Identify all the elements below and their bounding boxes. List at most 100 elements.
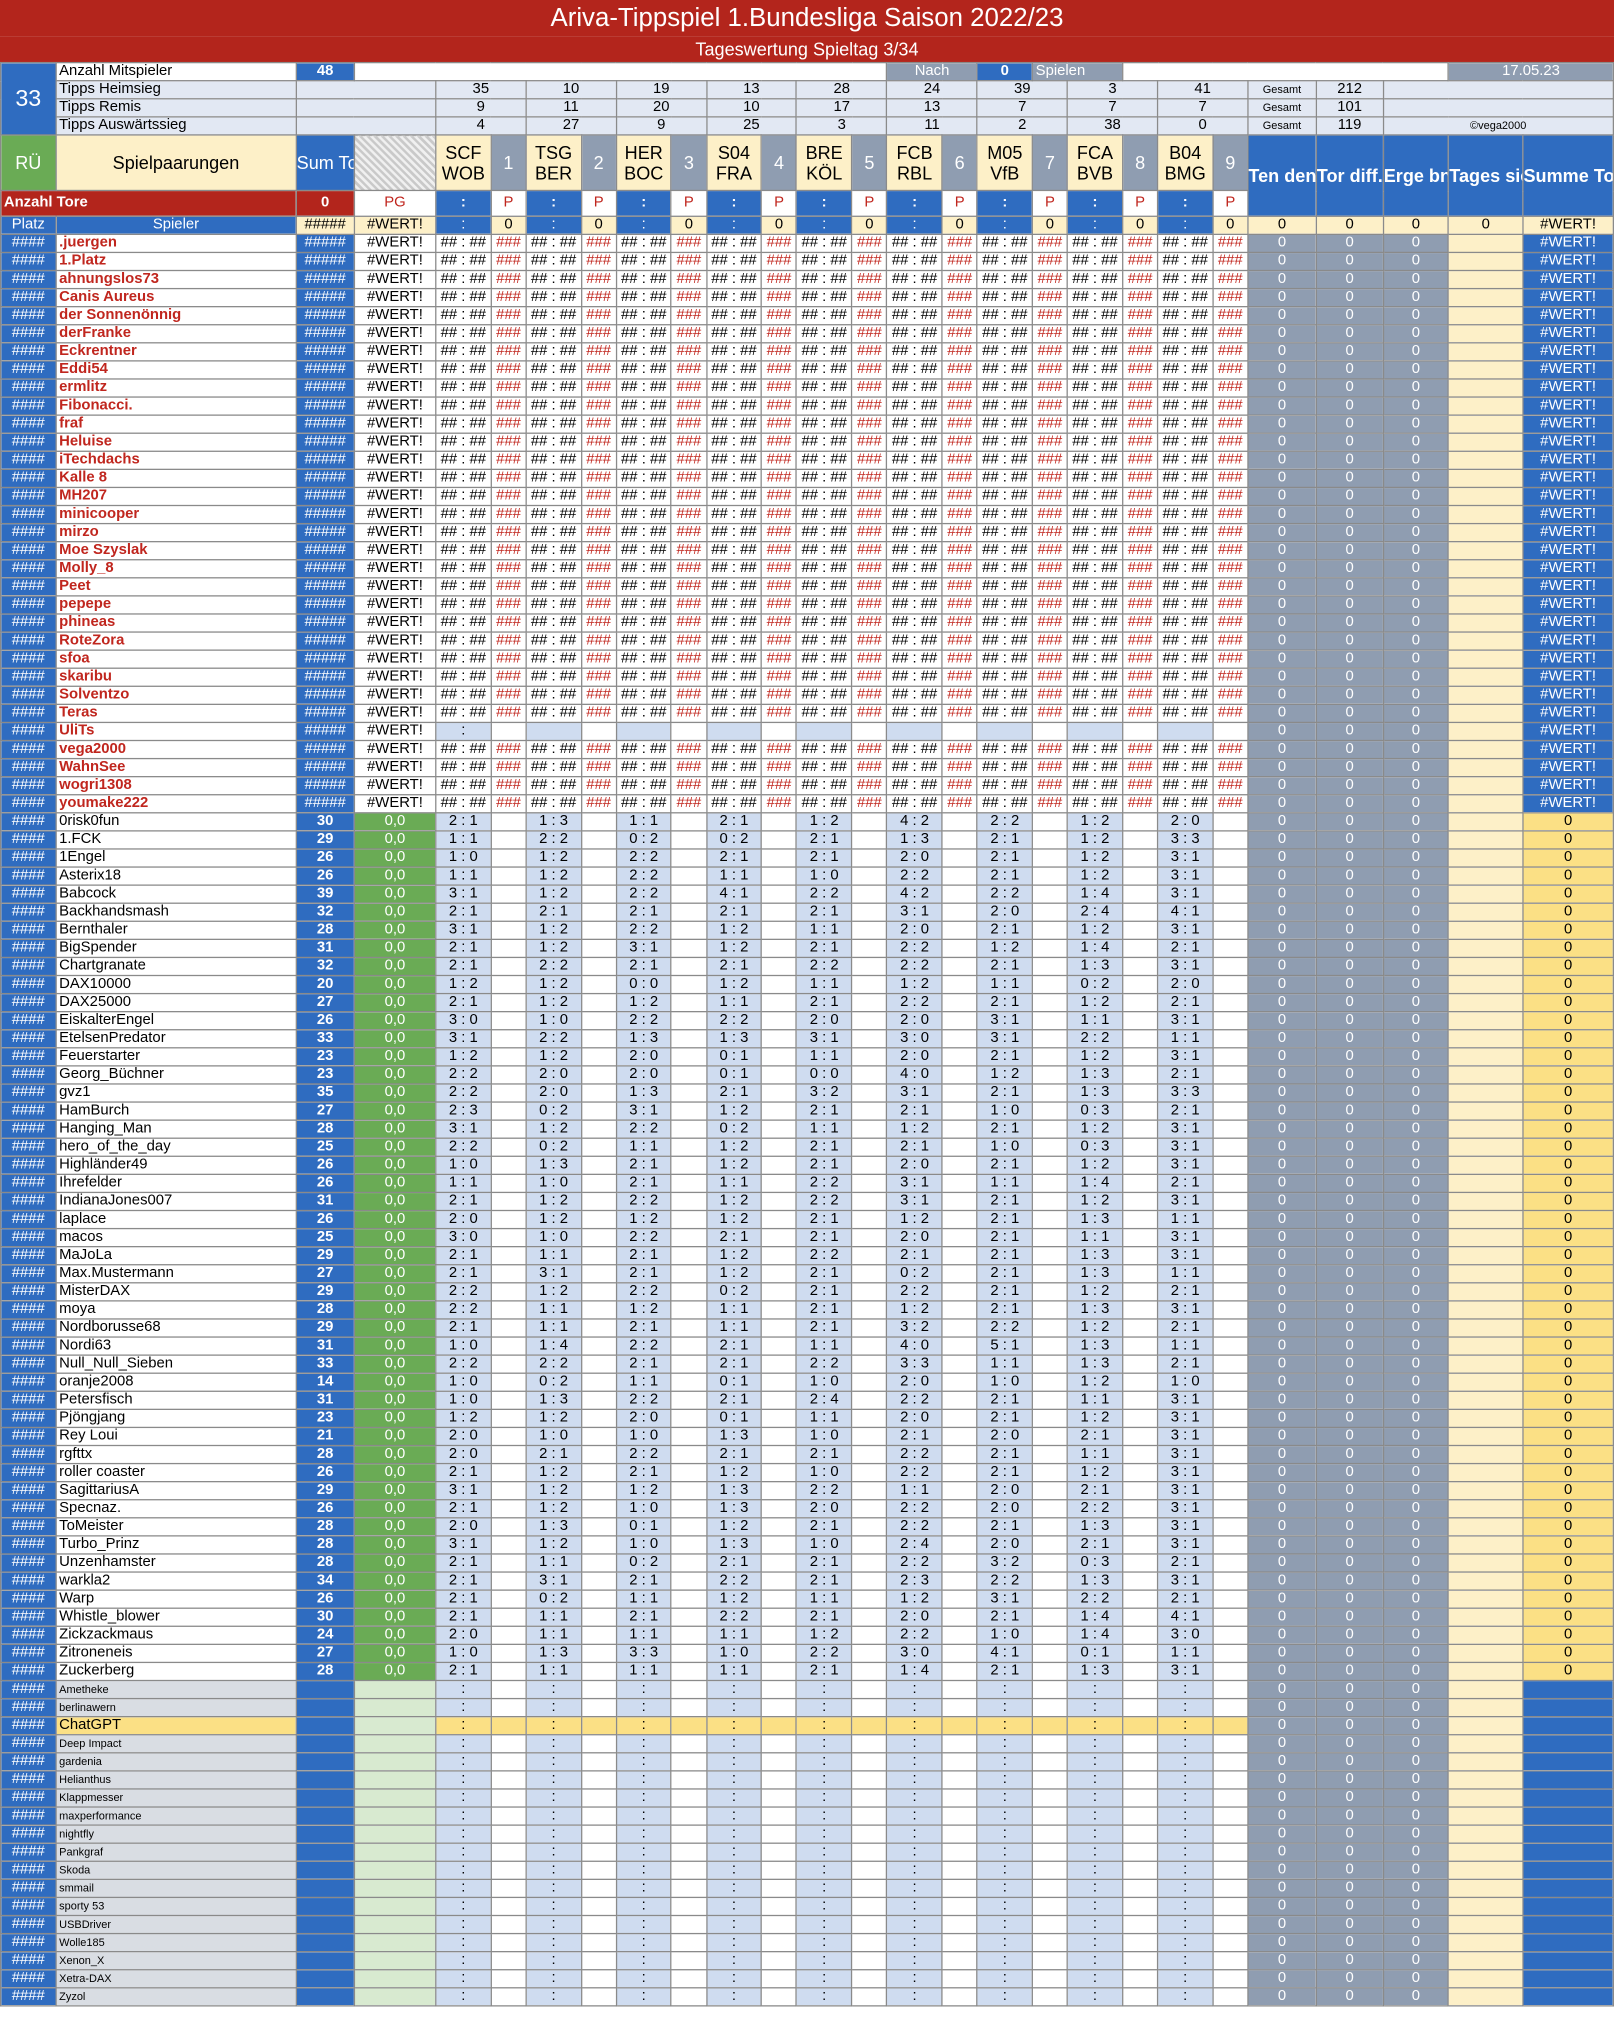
player-name[interactable]: HamBurch bbox=[55, 1101, 297, 1121]
player-name[interactable]: ChatGPT bbox=[55, 1716, 297, 1736]
player-name[interactable]: Ihrefelder bbox=[55, 1173, 297, 1194]
player-name[interactable]: roller coaster bbox=[55, 1462, 297, 1483]
player-name[interactable]: Pankgraf bbox=[55, 1842, 297, 1862]
player-name[interactable]: Asterix18 bbox=[55, 866, 297, 886]
player-name[interactable]: Eckrentner bbox=[55, 342, 297, 362]
player-name[interactable]: warkla2 bbox=[55, 1571, 297, 1591]
player-name[interactable]: Petersfisch bbox=[55, 1390, 297, 1410]
player-name[interactable]: Wolle185 bbox=[55, 1932, 297, 1953]
player-name[interactable]: Klappmesser bbox=[55, 1788, 297, 1808]
player-name[interactable]: 1.FCK bbox=[55, 830, 297, 850]
player-name[interactable]: MH207 bbox=[55, 486, 297, 507]
player-name[interactable]: EtelsenPredator bbox=[55, 1029, 297, 1049]
player-name[interactable]: Zickzackmaus bbox=[55, 1625, 297, 1645]
player-name[interactable]: Xenon_X bbox=[55, 1951, 297, 1971]
player-name[interactable]: 1.Platz bbox=[55, 251, 297, 272]
player-name[interactable]: Pjöngjang bbox=[55, 1408, 297, 1429]
player-name[interactable]: der Sonnenönnig bbox=[55, 306, 297, 326]
player-name[interactable]: BigSpender bbox=[55, 938, 297, 959]
player-name[interactable]: 0risk0fun bbox=[55, 812, 297, 832]
player-name[interactable]: iTechdachs bbox=[55, 450, 297, 470]
player-name[interactable]: derFranke bbox=[55, 324, 297, 344]
player-name[interactable]: Null_Null_Sieben bbox=[55, 1354, 297, 1374]
player-name[interactable]: Eddi54 bbox=[55, 360, 297, 380]
player-name[interactable]: Georg_Büchner bbox=[55, 1065, 297, 1085]
result-input[interactable]: : bbox=[886, 189, 943, 217]
player-name[interactable]: mirzo bbox=[55, 522, 297, 543]
player-name[interactable]: MaJoLa bbox=[55, 1246, 297, 1266]
player-name[interactable]: Zyzol bbox=[55, 1987, 297, 2007]
player-name[interactable]: Fibonacci. bbox=[55, 396, 297, 416]
player-name[interactable]: Rey Loui bbox=[55, 1426, 297, 1447]
player-name[interactable]: phineas bbox=[55, 613, 297, 633]
player-name[interactable]: Warp bbox=[55, 1589, 297, 1609]
player-name[interactable]: pepepe bbox=[55, 595, 297, 615]
player-name[interactable]: ermlitz bbox=[55, 378, 297, 398]
player-name[interactable]: Teras bbox=[55, 703, 297, 724]
player-name[interactable]: rgfttx bbox=[55, 1444, 297, 1465]
player-name[interactable]: Highländer49 bbox=[55, 1155, 297, 1175]
player-name[interactable]: sfoa bbox=[55, 649, 297, 669]
result-input[interactable]: : bbox=[615, 189, 673, 217]
player-name[interactable]: Ametheke bbox=[55, 1679, 297, 1700]
result-input[interactable]: : bbox=[435, 189, 492, 217]
player-name[interactable]: USBDriver bbox=[55, 1914, 297, 1935]
player-name[interactable]: gardenia bbox=[55, 1752, 297, 1772]
player-name[interactable]: Backhandsmash bbox=[55, 902, 297, 922]
player-name[interactable]: Xetra-DAX bbox=[55, 1969, 297, 1989]
player-name[interactable]: IndianaJones007 bbox=[55, 1191, 297, 1212]
player-name[interactable]: Moe Szyslak bbox=[55, 541, 297, 561]
player-name[interactable]: Skoda bbox=[55, 1860, 297, 1880]
player-name[interactable]: EiskalterEngel bbox=[55, 1011, 297, 1031]
player-name[interactable]: Nordborusse68 bbox=[55, 1318, 297, 1338]
player-name[interactable]: berlinawern bbox=[55, 1697, 297, 1718]
result-input[interactable]: : bbox=[1156, 189, 1214, 217]
player-name[interactable]: Helianthus bbox=[55, 1770, 297, 1790]
player-name[interactable]: smmail bbox=[55, 1878, 297, 1899]
result-input[interactable]: : bbox=[705, 189, 763, 217]
player-name[interactable]: Chartgranate bbox=[55, 956, 297, 977]
player-name[interactable]: ToMeister bbox=[55, 1517, 297, 1537]
player-name[interactable]: nightfly bbox=[55, 1824, 297, 1844]
player-name[interactable]: MisterDAX bbox=[55, 1282, 297, 1302]
player-name[interactable]: fraf bbox=[55, 414, 297, 434]
player-name[interactable]: WahnSee bbox=[55, 757, 297, 778]
player-name[interactable]: Specnaz. bbox=[55, 1499, 297, 1519]
player-name[interactable]: Heluise bbox=[55, 432, 297, 452]
player-name[interactable]: DAX25000 bbox=[55, 992, 297, 1013]
player-name[interactable]: RoteZora bbox=[55, 631, 297, 651]
player-name[interactable]: Deep Impact bbox=[55, 1734, 297, 1754]
player-name[interactable]: oranje2008 bbox=[55, 1372, 297, 1392]
player-name[interactable]: .juergen bbox=[55, 233, 297, 254]
player-name[interactable]: ahnungslos73 bbox=[55, 269, 297, 290]
result-input[interactable]: : bbox=[976, 189, 1034, 217]
player-name[interactable]: macos bbox=[55, 1227, 297, 1248]
player-name[interactable]: vega2000 bbox=[55, 739, 297, 760]
player-name[interactable]: gvz1 bbox=[55, 1083, 297, 1103]
player-name[interactable]: Max.Mustermann bbox=[55, 1264, 297, 1284]
player-name[interactable]: UliTs bbox=[55, 721, 297, 742]
player-name[interactable]: wogri1308 bbox=[55, 776, 297, 796]
player-name[interactable]: Kalle 8 bbox=[55, 468, 297, 489]
player-name[interactable]: Feuerstarter bbox=[55, 1047, 297, 1067]
player-name[interactable]: Whistle_blower bbox=[55, 1607, 297, 1627]
player-name[interactable]: laplace bbox=[55, 1209, 297, 1230]
player-name[interactable]: 1Engel bbox=[55, 848, 297, 868]
player-name[interactable]: minicooper bbox=[55, 504, 297, 525]
player-name[interactable]: maxperformance bbox=[55, 1806, 297, 1826]
player-name[interactable]: moya bbox=[55, 1300, 297, 1320]
player-name[interactable]: Unzenhamster bbox=[55, 1553, 297, 1573]
player-name[interactable]: Babcock bbox=[55, 884, 297, 904]
player-name[interactable]: SagittariusA bbox=[55, 1481, 297, 1501]
player-name[interactable]: Bernthaler bbox=[55, 920, 297, 940]
player-name[interactable]: sporty 53 bbox=[55, 1896, 297, 1917]
player-name[interactable]: Hanging_Man bbox=[55, 1119, 297, 1139]
player-name[interactable]: Canis Aureus bbox=[55, 287, 297, 308]
player-name[interactable]: Zitroneneis bbox=[55, 1643, 297, 1664]
player-name[interactable]: DAX10000 bbox=[55, 974, 297, 995]
result-input[interactable]: : bbox=[795, 189, 853, 217]
player-name[interactable]: Peet bbox=[55, 577, 297, 597]
player-name[interactable]: hero_of_the_day bbox=[55, 1137, 297, 1157]
result-input[interactable]: : bbox=[525, 189, 582, 217]
player-name[interactable]: Molly_8 bbox=[55, 559, 297, 579]
